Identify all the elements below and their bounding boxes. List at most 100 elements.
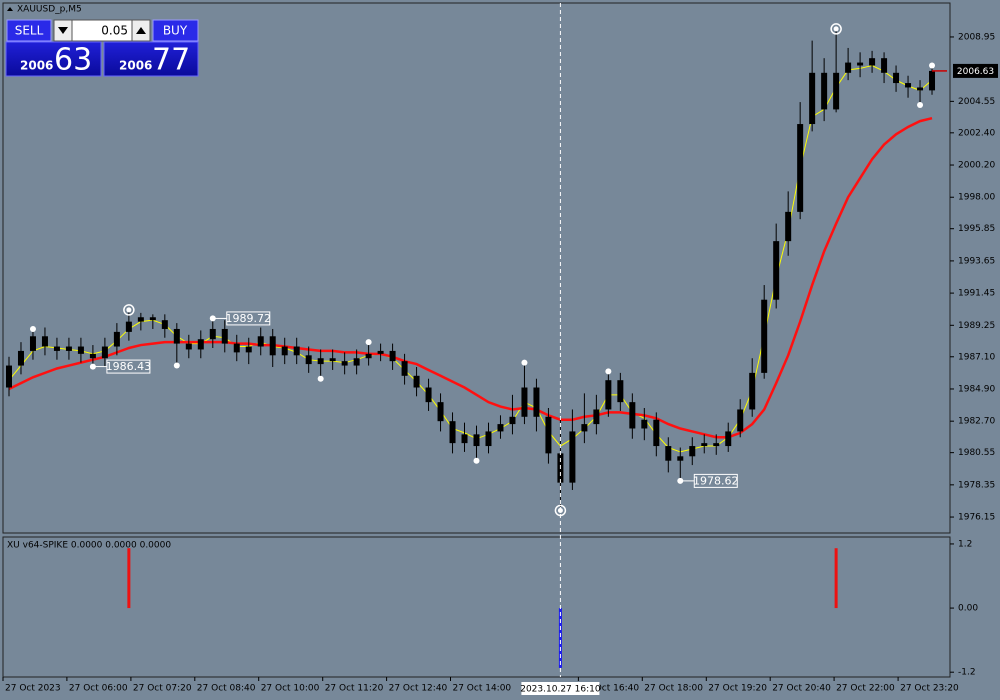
bid-box[interactable] — [5, 41, 102, 77]
y-tick-label: 1995.85 — [958, 224, 995, 234]
cursor-label-box — [521, 682, 600, 695]
candle-body — [113, 331, 120, 347]
candle-body — [197, 339, 204, 350]
candle-body — [833, 72, 840, 110]
candle-body — [149, 317, 156, 321]
y-tick-label: 1982.70 — [958, 417, 995, 427]
fractal-dot — [917, 102, 924, 109]
moving-average — [8, 116, 933, 439]
candle-body — [797, 124, 804, 212]
candle-body — [581, 424, 588, 432]
sell-button[interactable] — [6, 19, 52, 42]
candle-body — [569, 431, 576, 483]
candle-body — [389, 350, 396, 362]
candle-body — [137, 317, 144, 322]
x-tick-label: 27 Oct 23:20 — [900, 684, 959, 694]
extreme-dot — [126, 307, 132, 313]
candle-body — [221, 328, 228, 344]
candle-body — [437, 402, 444, 422]
candle-body — [425, 387, 432, 403]
y-tick-label: 1976.15 — [958, 513, 995, 523]
collapse-icon[interactable] — [7, 7, 13, 11]
candle-body — [773, 241, 780, 300]
candle-body — [209, 328, 216, 340]
candle-body — [917, 87, 924, 91]
candle-body — [377, 350, 384, 354]
fractal-dot — [29, 325, 36, 332]
candle-body — [617, 380, 624, 403]
indicator-pane — [2, 536, 951, 678]
bid-small: 63 — [54, 43, 92, 78]
candle-body — [293, 346, 300, 356]
candle-body — [845, 62, 852, 73]
spike-bar — [834, 548, 838, 609]
ask-big: 2006 — [119, 59, 152, 73]
candle-body — [161, 320, 168, 329]
spike-bar — [127, 548, 131, 609]
fractal-dot — [473, 457, 480, 464]
y-tick-label: -1.2 — [958, 668, 976, 678]
candle-body — [677, 456, 684, 461]
symbol-title: XAUUSD_p,M5 — [17, 5, 82, 15]
candle-body — [473, 434, 480, 447]
fractal-dot — [365, 339, 372, 346]
buy-button[interactable] — [152, 19, 199, 42]
x-tick-label: 27 Oct 12:40 — [389, 684, 448, 694]
y-tick-label: 1.2 — [958, 539, 972, 549]
candle-body — [341, 361, 348, 366]
price-label: 1978.62 — [693, 474, 739, 487]
y-tick-label: 1989.25 — [958, 321, 995, 331]
candle-body — [785, 211, 792, 242]
candle-body — [665, 446, 672, 461]
candle-body — [257, 336, 264, 347]
bid-big: 2006 — [20, 59, 53, 73]
trade-panel: SELL 0.05 BUY 2006 63 2006 77 — [5, 19, 199, 78]
candle-body — [5, 365, 12, 388]
candle-body — [173, 328, 180, 344]
candle-body — [881, 58, 888, 73]
fractal-dot — [605, 368, 612, 375]
y-tick-label: 1993.65 — [958, 256, 995, 266]
ask-box[interactable] — [103, 41, 199, 77]
candle-body — [869, 58, 876, 66]
extreme-ring — [830, 23, 842, 35]
candle-body — [281, 346, 288, 356]
x-tick-label: 27 Oct 20:40 — [772, 684, 831, 694]
x-tick-label: 27 Oct 10:00 — [261, 684, 320, 694]
cursor-label: 2023.10.27 16:10 — [520, 685, 601, 695]
buy-label: BUY — [163, 24, 188, 38]
y-tick-label: 1980.55 — [958, 448, 995, 458]
candle-body — [233, 343, 240, 353]
candle-body — [509, 416, 516, 425]
sell-label: SELL — [15, 24, 44, 38]
candle-body — [641, 419, 648, 429]
main-pane — [2, 2, 951, 534]
indicator-title: XU v64-SPIKE 0.0000 0.0000 0.0000 — [7, 541, 171, 551]
candle-body — [737, 409, 744, 432]
x-tick-label: 27 Oct 06:00 — [69, 684, 128, 694]
candle-body — [41, 336, 48, 347]
y-tick-label: 2000.20 — [958, 161, 995, 171]
candle-body — [305, 355, 312, 365]
candle-body — [761, 299, 768, 373]
y-tick-label: 1991.45 — [958, 289, 995, 299]
extreme-dot — [833, 26, 839, 32]
candle-body — [593, 409, 600, 425]
y-tick-label: 1984.90 — [958, 384, 995, 394]
candle-body — [461, 434, 468, 444]
candle-body — [605, 380, 612, 410]
up-arrow — [136, 27, 146, 34]
candle-body — [713, 443, 720, 447]
candle-body — [65, 346, 72, 351]
candle-body — [485, 431, 492, 447]
fractal-dot — [521, 359, 528, 366]
price-label: 1986.43 — [106, 360, 152, 373]
candle-body — [29, 336, 36, 351]
spike-bar — [558, 608, 562, 668]
y-tick-label: 2004.55 — [958, 97, 995, 107]
candle-body — [545, 416, 552, 454]
label-box — [693, 473, 738, 488]
fractal-dot — [929, 62, 936, 69]
